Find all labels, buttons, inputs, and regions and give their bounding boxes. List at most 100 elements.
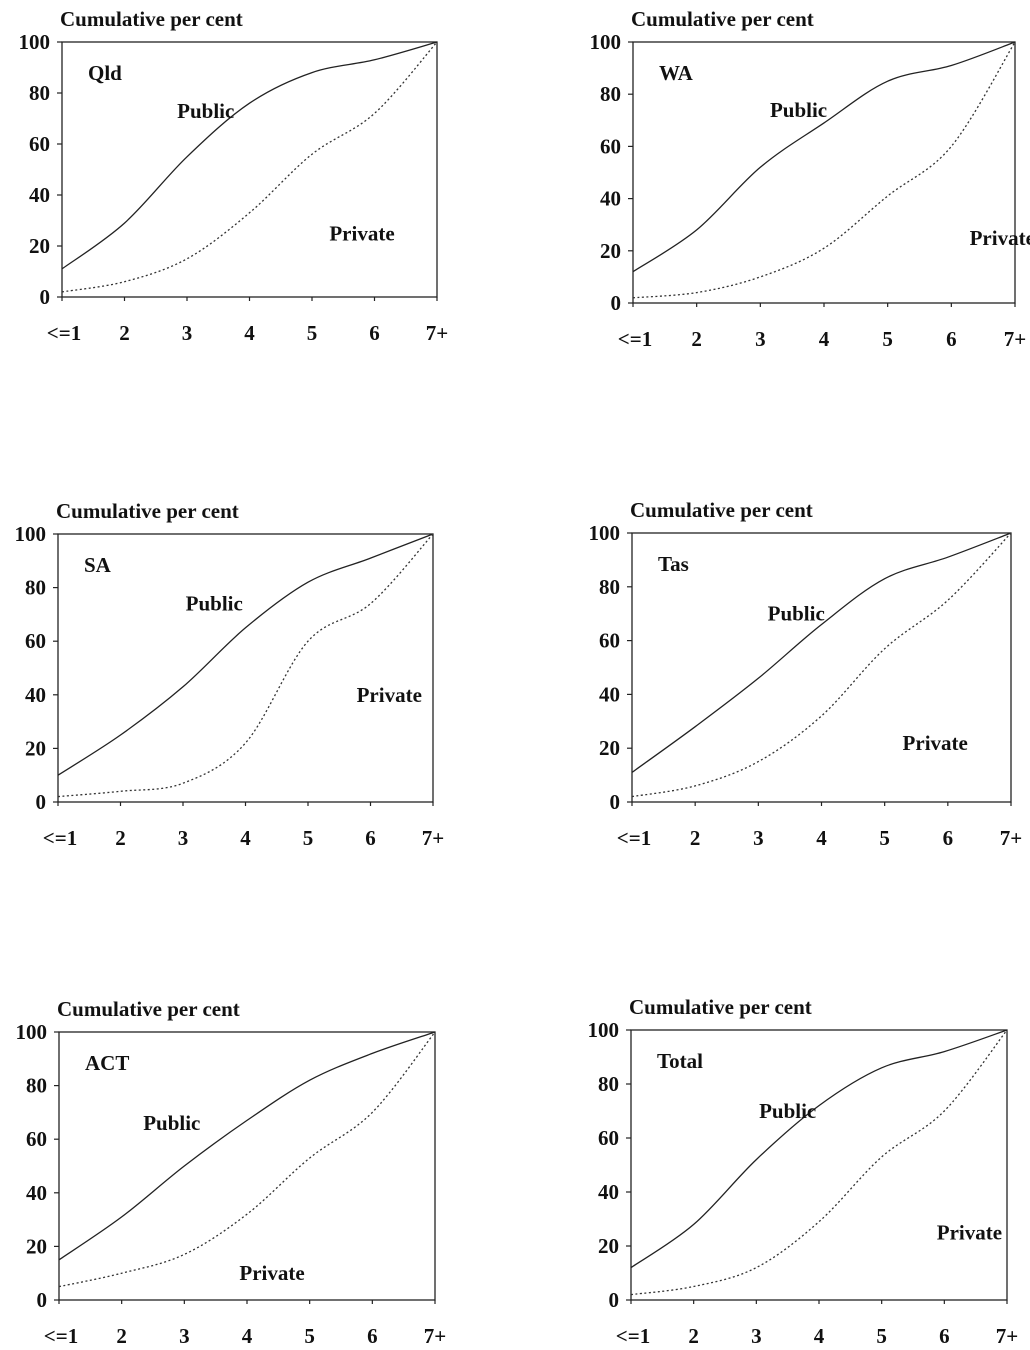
y-tick-label: 40: [26, 1181, 47, 1205]
x-tick-label: 3: [179, 1324, 190, 1348]
x-tick-label: 7+: [1004, 327, 1026, 351]
y-tick-label: 20: [26, 1234, 47, 1258]
y-tick-label: 40: [599, 682, 620, 706]
x-tick-label: <=1: [47, 321, 81, 345]
x-tick-label: 2: [688, 1324, 699, 1348]
series-label-private: Private: [970, 226, 1030, 250]
x-tick-label: <=1: [617, 826, 651, 850]
y-axis-label: Cumulative per cent: [629, 995, 812, 1019]
x-tick-label: <=1: [44, 1324, 78, 1348]
region-label: WA: [659, 61, 694, 85]
region-label: ACT: [85, 1051, 129, 1075]
y-tick-label: 100: [16, 1020, 48, 1044]
x-tick-label: 5: [304, 1324, 315, 1348]
x-tick-label: 2: [119, 321, 130, 345]
y-axis-label: Cumulative per cent: [631, 7, 814, 31]
series-line-private: [58, 1031, 436, 1288]
series-label-private: Private: [329, 221, 394, 245]
x-tick-label: 5: [879, 826, 890, 850]
x-tick-label: 4: [816, 826, 827, 850]
y-tick-label: 20: [25, 736, 46, 760]
x-tick-label: 3: [182, 321, 193, 345]
y-axis-label: Cumulative per cent: [57, 997, 240, 1021]
series-label-public: Public: [759, 1099, 816, 1123]
y-tick-label: 80: [26, 1074, 47, 1098]
x-tick-label: 2: [690, 826, 701, 850]
series-line-public: [61, 41, 438, 270]
series-label-public: Public: [770, 98, 827, 122]
y-tick-label: 0: [37, 1288, 48, 1312]
y-tick-label: 60: [598, 1126, 619, 1150]
x-tick-label: 3: [751, 1324, 762, 1348]
y-tick-label: 100: [15, 522, 47, 546]
series-label-public: Public: [143, 1111, 200, 1135]
x-tick-label: 5: [882, 327, 893, 351]
y-tick-label: 80: [599, 575, 620, 599]
y-tick-label: 20: [600, 239, 621, 263]
x-tick-label: 7+: [424, 1324, 446, 1348]
series-label-private: Private: [903, 731, 968, 755]
y-tick-label: 60: [26, 1127, 47, 1151]
y-tick-label: 20: [29, 234, 50, 258]
y-tick-label: 40: [29, 183, 50, 207]
y-tick-label: 100: [589, 521, 621, 545]
x-tick-label: 2: [116, 1324, 127, 1348]
x-tick-label: 6: [943, 826, 954, 850]
x-tick-label: 5: [303, 826, 314, 850]
y-tick-label: 60: [29, 132, 50, 156]
series-line-private: [631, 532, 1012, 798]
x-tick-label: 3: [755, 327, 766, 351]
y-tick-label: 100: [19, 30, 51, 54]
y-axis-label: Cumulative per cent: [60, 7, 243, 31]
y-tick-label: 40: [25, 683, 46, 707]
x-tick-label: 4: [242, 1324, 253, 1348]
x-tick-label: 7+: [1000, 826, 1022, 850]
x-tick-label: 2: [115, 826, 126, 850]
chart-total: Cumulative per cent 0 20 40 60 80 100 <=1 2 3 4 5 6 7…: [588, 995, 1019, 1348]
chart-qld: Cumulative per cent 0 20 40 60 80 100 <=1 2 3 4 5 6 7…: [19, 7, 449, 345]
x-tick-label: 7+: [996, 1324, 1018, 1348]
chart-wa: Cumulative per cent 0 20 40 60 80 100 <=1 2 3 4 5 6 7…: [590, 7, 1030, 351]
series-line-public: [58, 1031, 436, 1261]
y-tick-label: 20: [598, 1234, 619, 1258]
region-label: Tas: [658, 552, 689, 576]
x-tick-label: 6: [367, 1324, 378, 1348]
series-label-private: Private: [937, 1221, 1002, 1245]
y-tick-label: 80: [25, 576, 46, 600]
x-tick-label: 2: [691, 327, 702, 351]
series-line-private: [57, 533, 434, 798]
series-label-private: Private: [239, 1261, 304, 1285]
x-tick-label: 7+: [426, 321, 448, 345]
series-label-public: Public: [186, 592, 243, 616]
x-tick-label: 7+: [422, 826, 444, 850]
y-tick-label: 0: [36, 790, 47, 814]
series-line-public: [631, 532, 1012, 773]
y-tick-label: 100: [588, 1018, 620, 1042]
x-tick-label: 6: [369, 321, 380, 345]
y-tick-label: 80: [598, 1072, 619, 1096]
series-label-public: Public: [177, 99, 234, 123]
region-label: Total: [657, 1049, 703, 1073]
y-axis-label: Cumulative per cent: [630, 498, 813, 522]
plot-frame: [631, 532, 1012, 803]
region-label: Qld: [88, 61, 122, 85]
x-tick-label: <=1: [43, 826, 77, 850]
series-line-public: [57, 533, 434, 776]
x-tick-label: 4: [240, 826, 251, 850]
y-tick-label: 60: [599, 629, 620, 653]
x-tick-label: <=1: [618, 327, 652, 351]
plot-frame: [57, 533, 434, 803]
x-tick-label: 5: [307, 321, 318, 345]
x-tick-label: 6: [946, 327, 957, 351]
chart-tas: Cumulative per cent 0 20 40 60 80 100 <=1 2 3 4 5 6 7…: [589, 498, 1023, 850]
y-tick-label: 0: [610, 790, 621, 814]
x-tick-label: 4: [814, 1324, 825, 1348]
series-label-public: Public: [768, 602, 825, 626]
region-label: SA: [84, 553, 112, 577]
y-axis-label: Cumulative per cent: [56, 499, 239, 523]
series-line-public: [632, 41, 1016, 273]
chart-sa: Cumulative per cent 0 20 40 60 80 100 <=1 2 3 4 5 6 7…: [15, 499, 445, 850]
x-tick-label: 4: [819, 327, 830, 351]
x-tick-label: 6: [365, 826, 376, 850]
